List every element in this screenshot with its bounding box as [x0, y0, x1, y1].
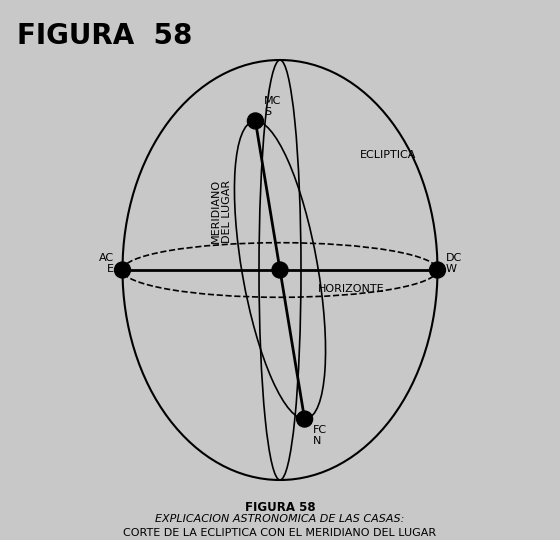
- Text: FIGURA  58: FIGURA 58: [17, 22, 192, 50]
- Circle shape: [430, 262, 446, 278]
- Text: ECLIPTICA: ECLIPTICA: [360, 150, 416, 159]
- Text: CORTE DE LA ECLIPTICA CON EL MERIDIANO DEL LUGAR: CORTE DE LA ECLIPTICA CON EL MERIDIANO D…: [123, 528, 437, 538]
- Circle shape: [115, 262, 130, 278]
- Circle shape: [248, 113, 263, 129]
- Text: AC
E: AC E: [99, 253, 114, 274]
- Text: FIGURA 58: FIGURA 58: [245, 501, 315, 514]
- Text: MERIDIANO
DEL LUGAR: MERIDIANO DEL LUGAR: [211, 179, 232, 243]
- Text: MC
S: MC S: [264, 96, 281, 117]
- Text: EXPLICACION ASTRONOMICA DE LAS CASAS:: EXPLICACION ASTRONOMICA DE LAS CASAS:: [155, 514, 405, 524]
- Circle shape: [297, 411, 312, 427]
- Text: DC
W: DC W: [446, 253, 462, 274]
- Text: HORIZONTE: HORIZONTE: [318, 284, 384, 294]
- Text: FC
N: FC N: [313, 426, 327, 446]
- Circle shape: [272, 262, 288, 278]
